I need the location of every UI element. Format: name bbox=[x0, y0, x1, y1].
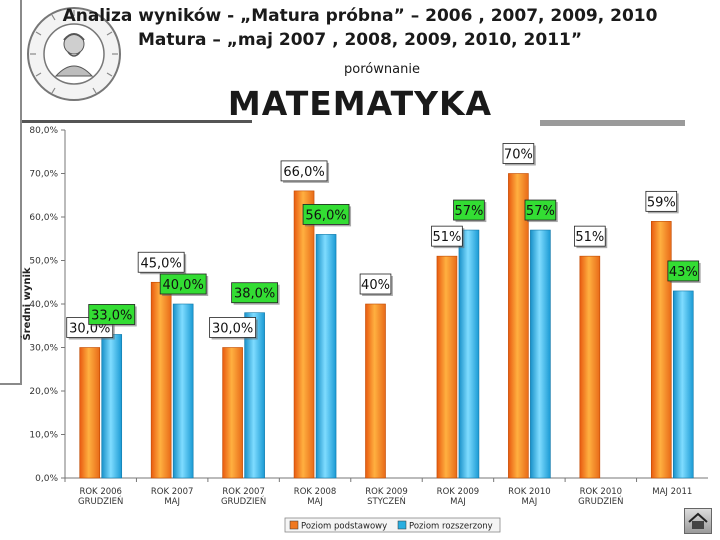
x-tick-label: ROK 2008 bbox=[294, 487, 337, 497]
x-tick-label: ROK 2010 bbox=[580, 487, 623, 497]
data-label-box bbox=[359, 273, 392, 295]
data-label: 66,0% bbox=[283, 165, 324, 180]
bar-basic bbox=[436, 255, 458, 479]
legend-label: Poziom rozszerzony bbox=[409, 522, 493, 532]
y-tick-label: 70,0% bbox=[29, 170, 58, 180]
x-tick-label: MAJ 2011 bbox=[652, 487, 692, 497]
x-tick-label: ROK 2007 bbox=[151, 487, 194, 497]
data-label-box bbox=[137, 251, 185, 273]
y-tick-label: 50,0% bbox=[29, 257, 58, 267]
bar-basic bbox=[579, 255, 601, 479]
data-label-box bbox=[453, 199, 485, 221]
y-tick-label: 20,0% bbox=[29, 387, 58, 397]
bar-basic bbox=[79, 347, 101, 479]
x-tick-label: ROK 2010 bbox=[508, 487, 551, 497]
title-rule-left bbox=[22, 120, 252, 123]
data-label: 59% bbox=[647, 195, 676, 210]
home-nav-button[interactable] bbox=[684, 508, 712, 534]
x-tick-label: ROK 2009 bbox=[437, 487, 480, 497]
data-label-box bbox=[280, 160, 328, 182]
legend-swatch bbox=[289, 520, 299, 530]
data-label-box bbox=[574, 225, 606, 247]
subject-title: MATEMATYKA bbox=[227, 84, 493, 123]
side-decor-line bbox=[20, 0, 22, 385]
bar-extended bbox=[172, 303, 194, 479]
x-tick-label: MAJ bbox=[522, 497, 538, 507]
data-label: 51% bbox=[432, 230, 461, 245]
y-tick-label: 30,0% bbox=[29, 344, 58, 354]
bar-basic bbox=[365, 303, 386, 479]
data-label-box bbox=[231, 282, 279, 304]
data-label: 30,0% bbox=[212, 322, 253, 337]
bar-basic bbox=[293, 190, 315, 479]
y-tick-label: 80,0% bbox=[29, 126, 58, 136]
data-label: 70% bbox=[504, 148, 533, 163]
bar-extended bbox=[672, 290, 694, 479]
data-label-box bbox=[431, 225, 463, 247]
school-seal-logo bbox=[24, 4, 124, 104]
bar-basic bbox=[150, 281, 172, 479]
data-label-box bbox=[667, 260, 700, 282]
data-label: 40% bbox=[361, 278, 390, 293]
x-tick-label: STYCZEŃ bbox=[367, 495, 406, 507]
header-line-1: Analiza wyników - „Matura próbna” – 2006… bbox=[62, 6, 658, 26]
data-label: 33,0% bbox=[91, 308, 132, 323]
bar-extended bbox=[530, 229, 551, 479]
title-rule-right bbox=[540, 120, 685, 126]
side-decor-tick bbox=[0, 383, 22, 385]
bar-extended bbox=[244, 312, 265, 479]
x-tick-label: GRUDZIEŃ bbox=[578, 495, 623, 507]
legend-frame bbox=[284, 517, 501, 533]
data-label: 51% bbox=[575, 230, 604, 245]
bar-basic bbox=[650, 221, 672, 479]
y-tick-label: 40,0% bbox=[29, 300, 58, 310]
data-label: 45,0% bbox=[141, 256, 182, 271]
chart-bars bbox=[79, 173, 694, 479]
data-label-box bbox=[502, 143, 535, 164]
data-label: 38,0% bbox=[234, 287, 275, 302]
legend-swatch bbox=[397, 520, 407, 530]
x-tick-label: MAJ bbox=[450, 497, 466, 507]
bar-basic bbox=[508, 173, 529, 479]
y-tick-label: 0,0% bbox=[35, 474, 58, 484]
bar-extended bbox=[315, 234, 337, 479]
y-tick-label: 10,0% bbox=[29, 431, 58, 441]
data-label-box bbox=[88, 304, 136, 325]
chart-legend: Poziom podstawowy Poziom rozszerzony bbox=[284, 517, 501, 533]
header-line-2: Matura – „maj 2007 , 2008, 2009, 2010, 2… bbox=[137, 30, 583, 50]
data-label: 43% bbox=[669, 265, 698, 280]
x-tick-label: GRUDZIEŃ bbox=[221, 495, 266, 507]
data-label-box bbox=[645, 190, 678, 212]
data-label-box bbox=[209, 317, 257, 338]
data-label: 57% bbox=[454, 204, 483, 219]
x-tick-label: ROK 2007 bbox=[222, 487, 265, 497]
x-tick-label: ROK 2009 bbox=[365, 487, 408, 497]
home-icon bbox=[688, 512, 708, 529]
data-label: 57% bbox=[526, 204, 555, 219]
data-label-box bbox=[524, 199, 557, 221]
x-tick-label: MAJ bbox=[164, 497, 180, 507]
legend-label: Poziom podstawowy bbox=[301, 522, 387, 532]
x-tick-label: MAJ bbox=[307, 497, 323, 507]
chart-axes: 0,0% 10,0% 20,0% 30,0% 40,0% 50,0% 60,0% 70,0% 8… bbox=[20, 126, 708, 507]
bar-basic bbox=[222, 347, 243, 479]
x-tick-label: ROK 2006 bbox=[79, 487, 122, 497]
y-tick-label: 60,0% bbox=[29, 213, 58, 223]
bar-extended bbox=[101, 334, 123, 479]
header-line-3: porównanie bbox=[344, 62, 420, 77]
bar-extended bbox=[458, 229, 480, 479]
data-label-box bbox=[159, 273, 207, 295]
y-axis-label: Średni wynik bbox=[20, 267, 33, 340]
data-label: 40,0% bbox=[163, 278, 204, 293]
data-label: 56,0% bbox=[305, 208, 346, 223]
x-tick-label: GRUDZIEŃ bbox=[78, 495, 123, 507]
chart-data-labels: 30,0%45,0%30,0%66,0%40%51%70%51%59%33,0%… bbox=[66, 143, 701, 340]
data-label-box bbox=[302, 203, 350, 225]
